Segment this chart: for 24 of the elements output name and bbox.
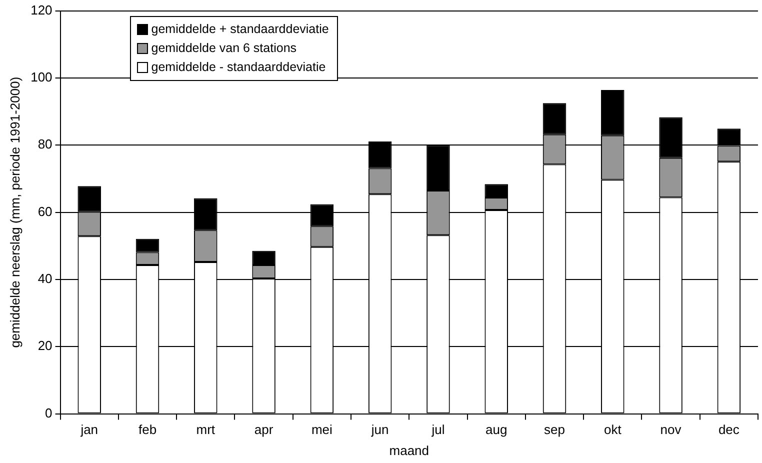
y-tick-label: 40: [38, 271, 52, 286]
x-tick-label: mei: [311, 422, 333, 438]
y-tick-label: 80: [38, 136, 52, 152]
x-axis-title: maand: [389, 442, 430, 458]
y-tick-label: 120: [30, 2, 52, 18]
x-tick-label: jul: [430, 422, 445, 438]
x-tick-label: mrt: [196, 422, 216, 438]
legend-label: gemiddelde + standaarddeviatie: [151, 20, 329, 38]
legend-label: gemiddelde van 6 stations: [151, 40, 297, 57]
x-tick-label: jun: [370, 422, 389, 438]
x-tick-label: nov: [660, 422, 682, 438]
y-tick-label: 0: [45, 405, 52, 420]
x-tick-label: apr: [254, 422, 274, 438]
x-tick-label: dec: [718, 422, 740, 438]
x-tick-label: feb: [138, 422, 157, 438]
y-tick-label: 20: [38, 338, 52, 354]
x-tick-label: jan: [80, 422, 98, 438]
y-tick-label: 100: [30, 70, 52, 85]
x-tick-label: aug: [486, 422, 508, 438]
x-tick-label: okt: [604, 422, 622, 438]
y-tick-label: 60: [38, 204, 52, 219]
y-axis-title: gemiddelde neerslag (mm, periode 1991-2000): [7, 76, 22, 348]
legend-label: gemiddelde - standaarddeviatie: [151, 58, 326, 76]
x-tick-label: sep: [544, 422, 565, 438]
